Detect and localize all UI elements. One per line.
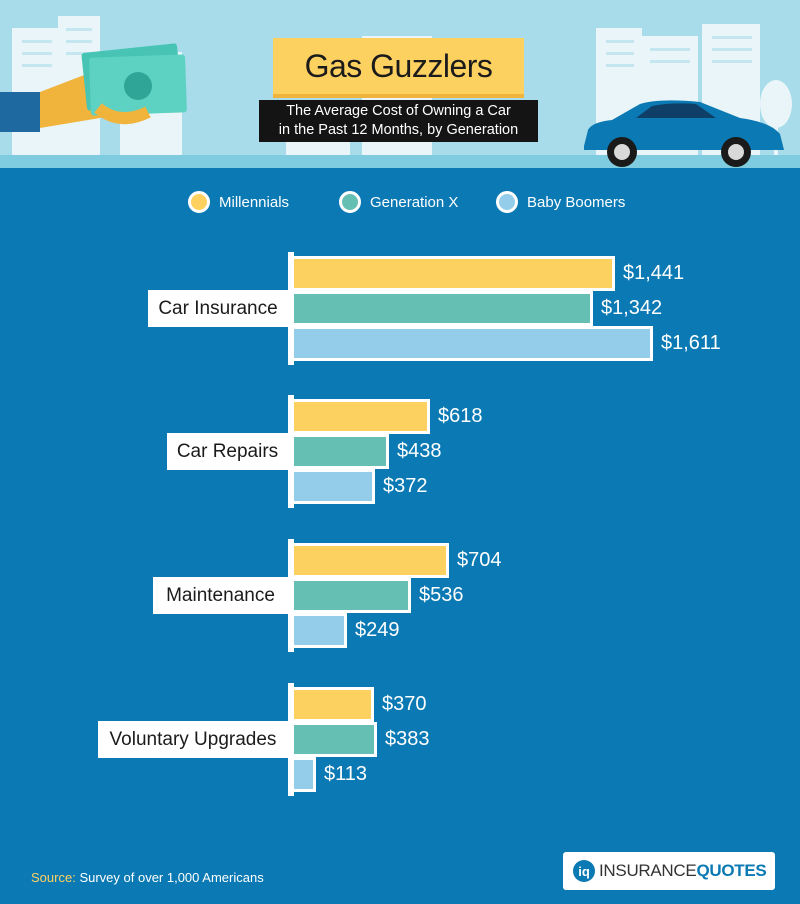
data-label-car-insurance-baby-boomers: $1,611 (661, 332, 721, 354)
subtitle-line-1: The Average Cost of Owning a Car (286, 103, 511, 119)
bar-voluntary-upgrades-baby-boomers (291, 757, 316, 792)
data-label-car-insurance-millennials: $1,441 (623, 262, 685, 284)
bar-voluntary-upgrades-millennials (291, 687, 374, 722)
legend-label: Baby Boomers (527, 193, 626, 211)
bar-car-repairs-millennials (291, 399, 430, 434)
legend-item-millennials: Millennials (188, 191, 289, 213)
chart-legend: Millennials Generation X Baby Boomers (0, 191, 800, 221)
logo-word-insurance: INSURANCE (599, 861, 697, 880)
logo-wordmark: INSURANCEQUOTES (599, 861, 767, 881)
bar-maintenance-baby-boomers (291, 613, 347, 648)
subtitle-line-2: in the Past 12 Months, by Generation (278, 122, 519, 138)
source-label: Source: (31, 870, 76, 885)
bar-car-repairs-generation-x (291, 434, 389, 469)
data-label-voluntary-upgrades-generation-x: $383 (385, 728, 430, 750)
category-label-voluntary-upgrades: Voluntary Upgrades (98, 721, 288, 758)
bar-maintenance-generation-x (291, 578, 411, 613)
data-label-car-repairs-generation-x: $438 (397, 440, 442, 462)
insurancequotes-logo: iq INSURANCEQUOTES (563, 852, 775, 890)
data-label-voluntary-upgrades-millennials: $370 (382, 693, 427, 715)
legend-label: Generation X (370, 193, 459, 211)
category-label-car-insurance: Car Insurance (148, 290, 288, 327)
page-title: Gas Guzzlers (273, 38, 524, 98)
legend-swatch-baby-boomers (496, 191, 518, 213)
data-label-car-insurance-generation-x: $1,342 (601, 297, 663, 319)
legend-swatch-generation-x (339, 191, 361, 213)
bar-car-insurance-millennials (291, 256, 615, 291)
category-label-maintenance: Maintenance (153, 577, 288, 614)
data-label-maintenance-baby-boomers: $249 (355, 619, 400, 641)
bar-maintenance-millennials (291, 543, 449, 578)
hand-with-money-icon (0, 43, 187, 132)
bar-voluntary-upgrades-generation-x (291, 722, 377, 757)
data-label-maintenance-generation-x: $536 (419, 584, 464, 606)
legend-item-baby-boomers: Baby Boomers (496, 191, 625, 213)
bar-car-insurance-baby-boomers (291, 326, 653, 361)
category-label-car-repairs: Car Repairs (167, 433, 288, 470)
source-note: Source: Survey of over 1,000 Americans (31, 870, 264, 885)
data-label-car-repairs-baby-boomers: $372 (383, 475, 428, 497)
data-label-maintenance-millennials: $704 (457, 549, 502, 571)
legend-item-generation-x: Generation X (339, 191, 458, 213)
legend-swatch-millennials (188, 191, 210, 213)
logo-word-quotes: QUOTES (696, 861, 767, 880)
logo-mark-icon: iq (573, 860, 595, 882)
bar-car-repairs-baby-boomers (291, 469, 375, 504)
page-subtitle: The Average Cost of Owning a Car in the … (259, 100, 538, 142)
data-label-car-repairs-millennials: $618 (438, 405, 483, 427)
legend-label: Millennials (219, 193, 290, 211)
data-label-voluntary-upgrades-baby-boomers: $113 (324, 763, 368, 785)
source-text: Survey of over 1,000 Americans (79, 870, 264, 885)
car-icon (584, 100, 784, 167)
bar-car-insurance-generation-x (291, 291, 593, 326)
